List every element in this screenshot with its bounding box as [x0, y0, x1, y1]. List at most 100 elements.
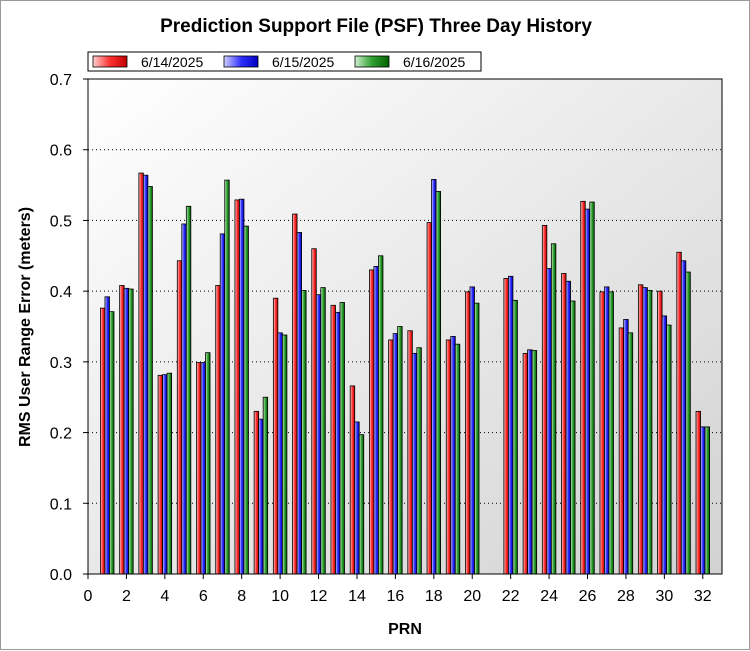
bar-prn28-series1 [618, 327, 625, 575]
bar-prn11-series1 [292, 213, 298, 575]
y-tick-label: 0.5 [50, 213, 72, 230]
y-tick-labels: 0.0 0.1 0.2 0.3 0.4 0.5 0.6 0.7 [50, 72, 72, 584]
bar-prn3-series1 [138, 172, 144, 575]
bar-prn1-series2 [104, 296, 110, 575]
bar-prn15-series1 [369, 269, 375, 575]
bar-prn24-series2 [546, 268, 552, 575]
x-tick-label: 4 [160, 588, 169, 605]
bar-prn20-series1 [465, 291, 471, 575]
bar-prn31-series3 [685, 271, 691, 575]
bar-prn10-series2 [277, 332, 283, 575]
x-tick-label: 20 [463, 588, 481, 605]
bar-prn8-series3 [243, 225, 249, 575]
plot-border [87, 78, 723, 575]
y-tick-label: 0.4 [50, 284, 72, 301]
bar-prn25-series3 [570, 300, 576, 575]
bar-prn19-series3 [454, 343, 461, 575]
bar-prn14-series3 [358, 434, 365, 575]
bar-prn9-series3 [262, 396, 269, 575]
bar-prn16-series2 [392, 333, 399, 575]
x-axis-label: PRN [388, 621, 422, 638]
bar-prn22-series3 [512, 299, 518, 575]
bar-prn31-series1 [676, 251, 682, 575]
bar-prn28-series3 [627, 332, 634, 575]
bar-prn9-series2 [258, 418, 264, 575]
x-tick-label: 2 [122, 588, 131, 605]
bar-prn13-series2 [335, 311, 341, 575]
legend-label: 6/16/2025 [403, 54, 465, 70]
plot-area [88, 79, 722, 574]
x-tick-label: 8 [237, 588, 246, 605]
bar-prn30-series3 [666, 324, 672, 575]
bar-prn26-series3 [589, 201, 595, 575]
bar-prn4-series2 [162, 374, 168, 575]
bar-prn12-series2 [315, 294, 322, 575]
bar-prn9-series1 [253, 410, 260, 575]
bar-prn31-series2 [680, 260, 687, 575]
x-tick-label: 22 [502, 588, 520, 605]
bar-prn29-series3 [647, 290, 653, 575]
bar-prn5-series2 [181, 223, 187, 575]
bar-prn11-series2 [296, 232, 302, 575]
bar-prn27-series3 [608, 291, 614, 575]
bar-prn6-series2 [200, 362, 206, 575]
bar-prn7-series2 [219, 233, 226, 575]
bar-prn8-series1 [234, 199, 240, 575]
bar-prn11-series3 [301, 290, 307, 575]
bar-prn13-series1 [330, 304, 336, 575]
bar-prn23-series2 [527, 349, 533, 575]
legend-swatch [223, 55, 259, 68]
y-tick-label: 0.2 [50, 426, 72, 443]
bar-prn6-series3 [205, 352, 211, 575]
bar-prn4-series3 [166, 372, 173, 575]
bar-prn14-series1 [349, 385, 356, 575]
bars [100, 172, 710, 575]
bar-prn17-series3 [416, 347, 422, 575]
x-tick-label: 10 [271, 588, 289, 605]
bar-prn8-series2 [239, 198, 245, 575]
bar-prn12-series1 [311, 248, 317, 575]
bar-prn32-series3 [704, 426, 710, 575]
bar-prn14-series2 [354, 421, 360, 575]
legend-label: 6/15/2025 [272, 54, 334, 70]
chart-title: Prediction Support File (PSF) Three Day … [160, 16, 592, 37]
bar-prn27-series1 [599, 291, 605, 575]
bar-prn19-series1 [445, 339, 452, 575]
bar-prn15-series3 [378, 255, 384, 575]
bar-prn29-series2 [642, 287, 648, 575]
x-tick-label: 28 [617, 588, 635, 605]
bar-prn18-series3 [435, 191, 441, 575]
bar-prn30-series1 [657, 290, 663, 575]
bar-prn30-series2 [661, 315, 668, 575]
x-tick-label: 16 [386, 588, 404, 605]
x-tick-label: 12 [310, 588, 328, 605]
legend-label: 6/14/2025 [141, 54, 203, 70]
bar-prn5-series3 [185, 205, 192, 575]
bar-prn4-series1 [157, 374, 163, 575]
bar-prn13-series3 [339, 302, 345, 575]
bar-prn26-series2 [584, 208, 591, 575]
bar-prn25-series2 [565, 280, 571, 575]
bar-prn3-series3 [147, 186, 153, 575]
legend-swatch [92, 55, 128, 68]
y-tick-label: 0.0 [50, 567, 72, 584]
y-tick-label: 0.1 [50, 496, 72, 513]
bar-prn23-series1 [522, 352, 529, 575]
bar-prn15-series2 [373, 265, 379, 575]
bar-prn20-series3 [474, 302, 480, 575]
bar-prn2-series1 [119, 285, 125, 575]
legend-swatch [354, 55, 390, 68]
bar-prn17-series1 [407, 330, 413, 575]
x-tick-label: 18 [425, 588, 443, 605]
bar-prn10-series1 [272, 297, 279, 575]
bar-prn6-series1 [196, 362, 202, 575]
y-axis-label: RMS User Range Error (meters) [17, 207, 34, 447]
bar-prn19-series2 [450, 335, 456, 575]
y-tick-label: 0.6 [50, 143, 72, 160]
bar-prn22-series2 [508, 275, 514, 575]
y-tick-label: 0.7 [50, 72, 72, 89]
bar-prn7-series3 [224, 179, 230, 575]
bar-prn18-series2 [431, 179, 437, 575]
grid-lines [88, 149, 722, 504]
